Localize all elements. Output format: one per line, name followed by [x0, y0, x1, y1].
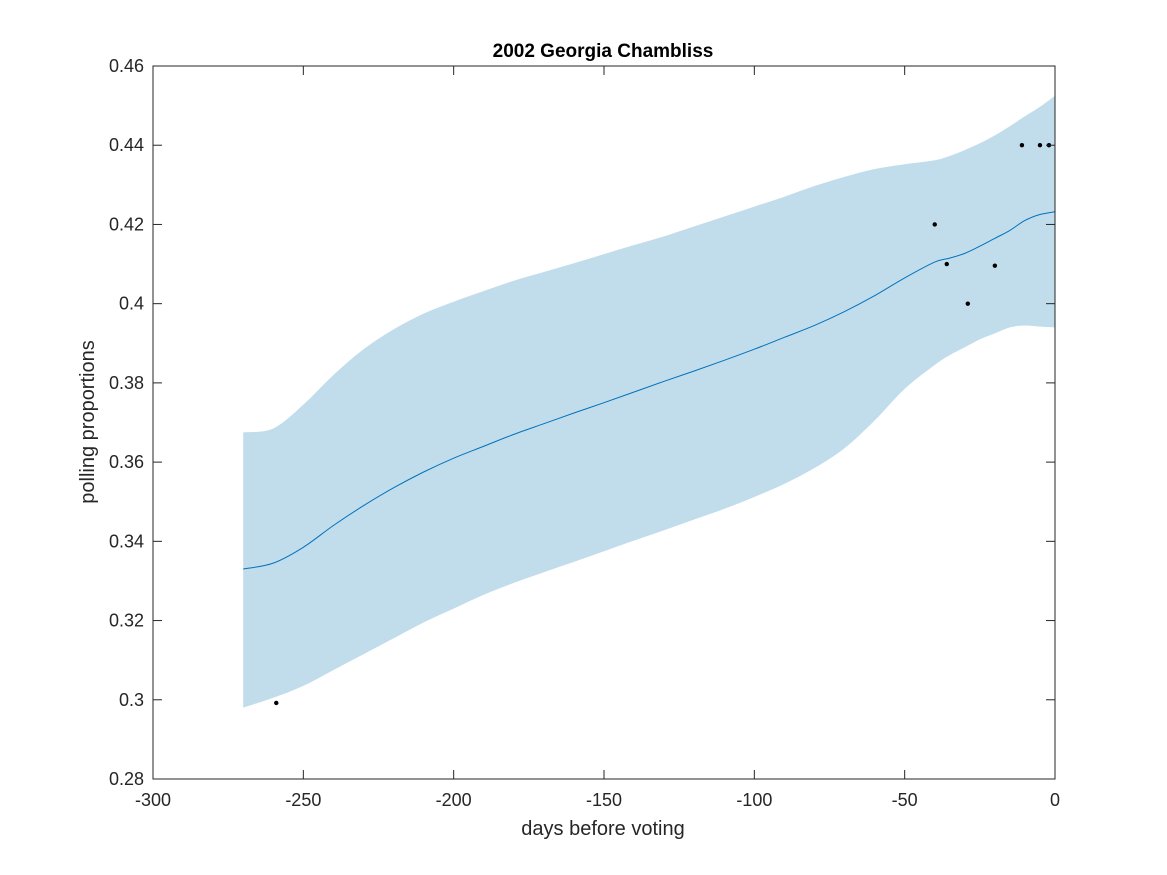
y-tick-label: 0.3	[119, 690, 144, 710]
confidence-band	[243, 95, 1055, 708]
y-tick-label: 0.34	[109, 531, 144, 551]
x-tick-label: -250	[285, 790, 321, 810]
y-tick-label: 0.42	[109, 214, 144, 234]
y-tick-label: 0.32	[109, 611, 144, 631]
poll-point	[944, 261, 949, 267]
poll-point	[932, 222, 937, 227]
y-tick-label: 0.46	[109, 56, 144, 76]
x-axis-label: days before voting	[521, 818, 684, 840]
y-tick-label: 0.38	[109, 373, 144, 393]
x-tick-label: -150	[586, 790, 622, 810]
x-tick-label: 0	[1050, 790, 1060, 810]
trend-line-layer	[243, 211, 1056, 570]
x-tick-label: -200	[436, 790, 472, 810]
x-tick-label: -100	[736, 790, 772, 810]
poll-points-layer	[274, 143, 1052, 706]
poll-point	[965, 301, 971, 306]
poll-point	[274, 700, 279, 706]
x-tick-label: -300	[135, 790, 171, 810]
y-tick-label: 0.4	[119, 294, 144, 314]
x-tick-label: -50	[892, 790, 918, 810]
poll-point	[1019, 143, 1025, 148]
axes-layer: -300 -250 -200 -150 -100 -50 0 0.28 0.3 0.32 0.34 0…	[109, 56, 1060, 810]
poll-point	[1037, 143, 1043, 148]
y-axis-label: polling proportions	[77, 340, 99, 503]
confidence-band-layer	[243, 95, 1055, 708]
y-tick-label: 0.36	[109, 452, 144, 472]
y-tick-label: 0.44	[109, 135, 144, 155]
y-tick-label: 0.28	[109, 769, 144, 789]
chart-title: 2002 Georgia Chambliss	[493, 41, 714, 62]
poll-point	[992, 263, 998, 268]
trend-line	[243, 211, 1056, 570]
